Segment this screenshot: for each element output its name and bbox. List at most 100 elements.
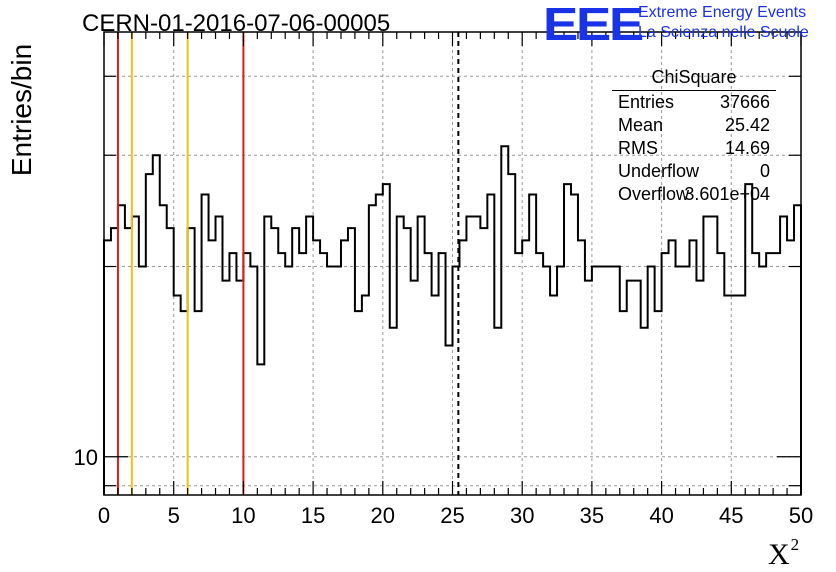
x-tick-label: 0 bbox=[98, 503, 110, 528]
histogram-bin bbox=[648, 267, 655, 495]
logo-line1: Extreme Energy Events bbox=[638, 4, 807, 21]
histogram-bin bbox=[285, 267, 292, 495]
stats-row-rms: RMS 14.69 bbox=[618, 138, 770, 158]
histogram-bin bbox=[425, 253, 432, 495]
x-tick-label: 15 bbox=[301, 503, 325, 528]
histogram-bin bbox=[418, 216, 425, 495]
histogram-bin bbox=[111, 228, 118, 495]
histogram-bin bbox=[466, 216, 473, 495]
histogram-bin bbox=[236, 281, 243, 495]
histogram-bin bbox=[195, 311, 202, 495]
x-tick-label: 25 bbox=[440, 503, 464, 528]
histogram-bin bbox=[620, 311, 627, 495]
histogram-bin bbox=[592, 267, 599, 495]
histogram-bin bbox=[264, 216, 271, 495]
histogram-bin bbox=[453, 267, 460, 495]
histogram-bin bbox=[717, 253, 724, 495]
stats-row-mean: Mean 25.42 bbox=[618, 115, 770, 135]
histogram-bin bbox=[153, 155, 160, 495]
stats-row-underflow: Underflow 0 bbox=[618, 161, 770, 181]
histogram-bin bbox=[501, 146, 508, 495]
histogram-bin bbox=[355, 311, 362, 495]
histogram-bin bbox=[250, 267, 257, 495]
histogram-bin bbox=[696, 281, 703, 495]
x-tick-label: 40 bbox=[649, 503, 673, 528]
x-tick-label: 20 bbox=[371, 503, 395, 528]
histogram-bin bbox=[662, 253, 669, 495]
y-axis-label: Entries/bin bbox=[6, 43, 37, 177]
histogram-bin bbox=[404, 228, 411, 495]
x-axis-label: X2 bbox=[768, 535, 800, 571]
histogram-bin bbox=[160, 205, 167, 495]
histogram-bin bbox=[383, 184, 390, 495]
plot-title: CERN-01-2016-07-06-00005 bbox=[82, 10, 391, 37]
histogram-bin bbox=[738, 295, 745, 495]
histogram-bin bbox=[473, 216, 480, 495]
histogram-bin bbox=[634, 281, 641, 495]
histogram-bin bbox=[724, 295, 731, 495]
histogram-bin bbox=[222, 281, 229, 495]
logo-line2: La Scienza nelle Scuole bbox=[638, 24, 809, 41]
histogram-bin bbox=[432, 295, 439, 495]
stats-title: ChiSquare bbox=[612, 67, 776, 91]
histogram-bin bbox=[397, 216, 404, 495]
histogram-bin bbox=[334, 267, 341, 495]
histogram-bin bbox=[683, 267, 690, 495]
histogram-bin bbox=[641, 328, 648, 495]
histogram-series bbox=[103, 145, 802, 495]
histogram-bin bbox=[118, 205, 125, 495]
eee-logo: EEE bbox=[543, 0, 644, 50]
histogram-bin bbox=[132, 216, 139, 495]
histogram-bin bbox=[543, 267, 550, 495]
histogram-bin bbox=[627, 281, 634, 495]
histogram-bin bbox=[146, 174, 153, 495]
histogram-bin bbox=[752, 253, 759, 495]
histogram-bin bbox=[369, 205, 376, 495]
histogram-bin bbox=[494, 328, 501, 495]
histogram-bin bbox=[557, 267, 564, 495]
histogram-bin bbox=[529, 195, 536, 495]
histogram-bin bbox=[411, 281, 418, 495]
histogram-bin bbox=[676, 267, 683, 495]
histogram-bin bbox=[181, 311, 188, 495]
histogram-bin bbox=[327, 267, 334, 495]
histogram-bin bbox=[376, 195, 383, 495]
histogram-bin bbox=[299, 253, 306, 495]
histogram-bin bbox=[780, 216, 787, 495]
stats-row-entries: Entries 37666 bbox=[618, 92, 770, 112]
histogram-bin bbox=[446, 345, 453, 495]
histogram-bin bbox=[480, 228, 487, 495]
histogram-bin bbox=[306, 216, 313, 495]
histogram-bin bbox=[229, 253, 236, 495]
histogram-bin bbox=[390, 328, 397, 495]
histogram-bin bbox=[320, 253, 327, 495]
histogram-bin bbox=[257, 364, 264, 495]
histogram-bin bbox=[439, 253, 446, 495]
x-tick-label: 10 bbox=[231, 503, 255, 528]
histogram-bin bbox=[766, 253, 773, 495]
histogram-bin bbox=[773, 253, 780, 495]
histogram-bin bbox=[585, 281, 592, 495]
histogram-bin bbox=[292, 228, 299, 495]
histogram-bin bbox=[515, 253, 522, 495]
histogram-bin bbox=[606, 267, 613, 495]
histogram-bin bbox=[571, 195, 578, 495]
histogram-bin bbox=[362, 295, 369, 495]
histogram-bin bbox=[599, 267, 606, 495]
histogram-bin bbox=[550, 295, 557, 495]
histogram-bin bbox=[731, 295, 738, 495]
histogram-bin bbox=[188, 228, 195, 495]
histogram-bin bbox=[655, 311, 662, 495]
histogram-bin bbox=[167, 228, 174, 495]
histogram-bin bbox=[759, 267, 766, 495]
histogram-bin bbox=[243, 253, 250, 495]
histogram-bin bbox=[613, 267, 620, 495]
histogram-bin bbox=[174, 295, 181, 495]
histogram-bin bbox=[703, 216, 710, 495]
x-tick-label: 5 bbox=[168, 503, 180, 528]
histogram-bin bbox=[216, 216, 223, 495]
x-tick-label: 45 bbox=[719, 503, 743, 528]
histogram-bin bbox=[278, 253, 285, 495]
x-tick-label: 35 bbox=[580, 503, 604, 528]
